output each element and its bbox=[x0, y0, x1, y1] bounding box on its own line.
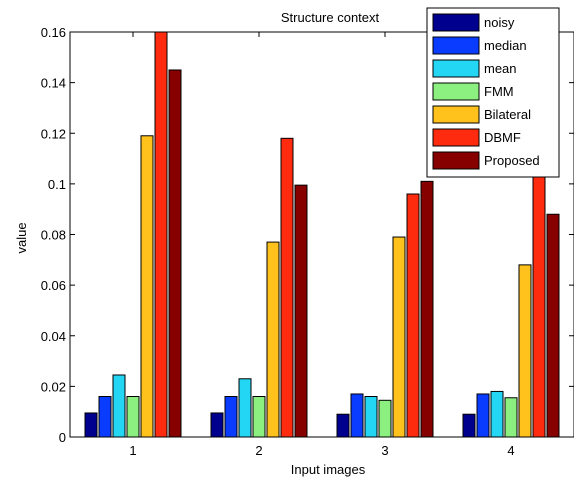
bar-fmm-2 bbox=[252, 396, 266, 438]
legend-label: median bbox=[484, 38, 527, 53]
bar-bilateral-4 bbox=[518, 264, 532, 438]
bar-median-4 bbox=[476, 393, 490, 438]
bar-median-3 bbox=[350, 393, 364, 438]
bar-proposed-1 bbox=[168, 69, 182, 438]
bar-bilateral-3 bbox=[392, 236, 406, 438]
bar-bilateral-1 bbox=[140, 135, 154, 438]
bar-dbmf-2 bbox=[280, 137, 294, 438]
y-tick-label: 0 bbox=[59, 430, 66, 445]
bar-mean-4 bbox=[490, 390, 504, 438]
bar-dbmf-4 bbox=[532, 173, 546, 438]
bar-proposed-2 bbox=[294, 184, 308, 438]
legend-label: noisy bbox=[484, 15, 515, 30]
bar-fmm-3 bbox=[378, 399, 392, 438]
bar-fmm-1 bbox=[126, 396, 140, 438]
legend-swatch-fmm bbox=[432, 82, 480, 101]
y-tick-label: 0.06 bbox=[41, 278, 66, 293]
legend: noisy median mean FMM Bilateral DBMF Proposed bbox=[426, 7, 560, 178]
bar-mean-1 bbox=[112, 374, 126, 438]
x-axis-title: Input images bbox=[291, 462, 366, 477]
y-tick-label: 0.02 bbox=[41, 379, 66, 394]
legend-label: Proposed bbox=[484, 153, 540, 168]
y-tick-label: 0.04 bbox=[41, 329, 66, 344]
legend-label: mean bbox=[484, 61, 517, 76]
y-tick-label: 0.14 bbox=[41, 76, 66, 91]
bar-proposed-3 bbox=[420, 180, 434, 438]
bar-noisy-2 bbox=[210, 412, 224, 438]
x-tick-label: 1 bbox=[129, 443, 136, 458]
bar-median-2 bbox=[224, 396, 238, 438]
x-tick-label: 3 bbox=[381, 443, 388, 458]
y-tick-label: 0.1 bbox=[48, 177, 66, 192]
bar-fmm-4 bbox=[504, 397, 518, 438]
legend-label: Bilateral bbox=[484, 107, 531, 122]
legend-label: FMM bbox=[484, 84, 514, 99]
bar-mean-3 bbox=[364, 396, 378, 438]
y-axis-title: value bbox=[14, 222, 29, 253]
chart-title: Structure context bbox=[281, 10, 380, 25]
legend-swatch-mean bbox=[432, 59, 480, 78]
y-tick-label: 0.08 bbox=[41, 228, 66, 243]
y-tick-label: 0.12 bbox=[41, 126, 66, 141]
legend-swatch-dbmf bbox=[432, 128, 480, 147]
bar-bilateral-2 bbox=[266, 241, 280, 438]
plot-area: 0 0.02 0.04 0.06 0.08 0.1 0.12 0.14 0.16 1 2 3 4 bbox=[41, 25, 574, 458]
x-tick-label: 4 bbox=[507, 443, 514, 458]
legend-swatch-median bbox=[432, 36, 480, 55]
legend-swatch-bilateral bbox=[432, 105, 480, 124]
legend-swatch-noisy bbox=[432, 13, 480, 32]
bar-dbmf-3 bbox=[406, 193, 420, 438]
bar-noisy-1 bbox=[84, 412, 98, 438]
bar-median-1 bbox=[98, 396, 112, 438]
bar-dbmf-1 bbox=[154, 31, 168, 438]
x-tick-label: 2 bbox=[255, 443, 262, 458]
legend-label: DBMF bbox=[484, 130, 521, 145]
bar-noisy-3 bbox=[336, 413, 350, 438]
y-tick-label: 0.16 bbox=[41, 25, 66, 40]
legend-swatch-proposed bbox=[432, 151, 480, 170]
bar-noisy-4 bbox=[462, 413, 476, 438]
bar-proposed-4 bbox=[546, 213, 560, 438]
bar-mean-2 bbox=[238, 378, 252, 438]
